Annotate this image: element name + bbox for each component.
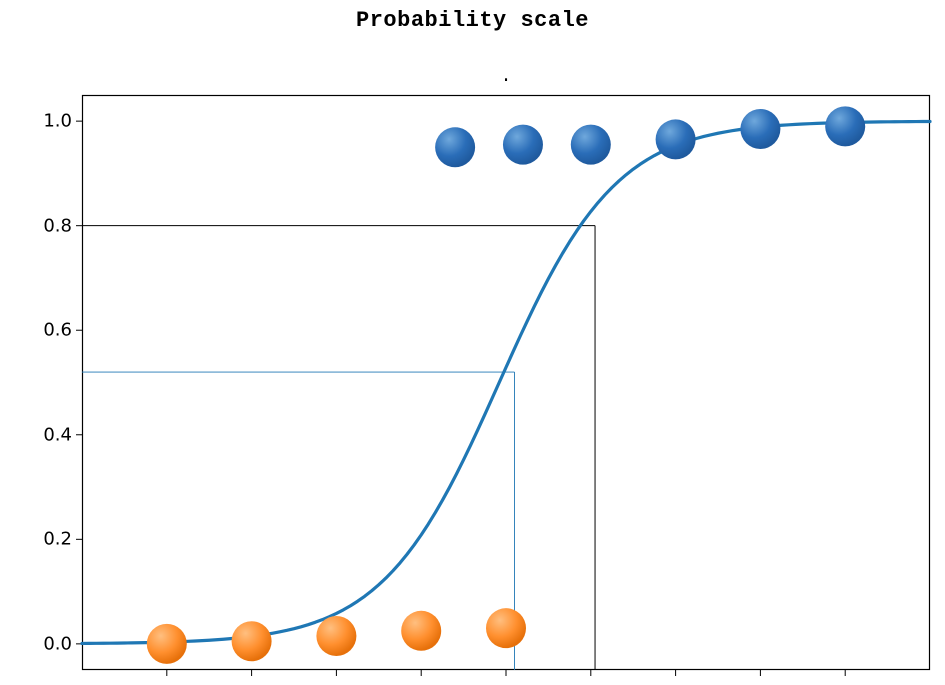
probability-chart [82,95,930,670]
ytick-label: 0.0 [32,633,72,654]
scatter-point [571,125,611,165]
scatter-point [656,119,696,159]
scatter-point [147,624,187,664]
ytick-label: 0.2 [32,529,72,550]
ytick-label: 0.8 [32,215,72,236]
scatter-point [825,106,865,146]
scatter-point [486,608,526,648]
ytick-label: 0.4 [32,424,72,445]
ytick-label: 1.0 [32,111,72,132]
chart-svg [82,95,930,670]
scatter-point [316,616,356,656]
scatter-point [503,125,543,165]
scatter-point [232,621,272,661]
page-title: Probability scale [0,8,945,33]
scatter-point [401,611,441,651]
scatter-point [435,127,475,167]
ytick-label: 0.6 [32,320,72,341]
scatter-point [740,109,780,149]
subtitle-dot: . [496,67,516,87]
